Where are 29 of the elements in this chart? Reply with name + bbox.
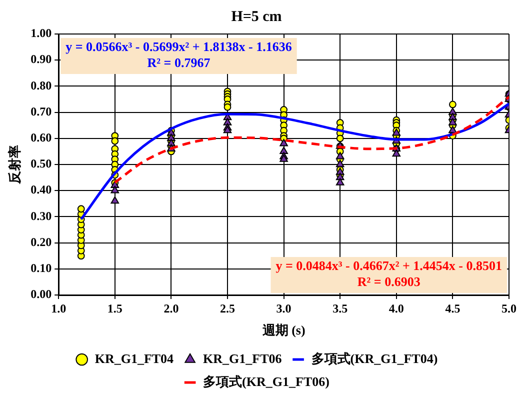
x-axis-title: 週期 (s) bbox=[261, 322, 306, 338]
x-tick-label: 5.0 bbox=[502, 301, 516, 316]
y-tick-label: 0.90 bbox=[30, 52, 52, 66]
y-tick-label: 0.60 bbox=[30, 130, 52, 144]
x-tick-label: 1.5 bbox=[107, 301, 122, 316]
y-tick-label: 1.00 bbox=[30, 26, 52, 40]
x-tick-label: 3.0 bbox=[276, 301, 292, 316]
legend-label: KR_G1_FT04 bbox=[94, 350, 174, 366]
x-tick-label: 2.5 bbox=[220, 301, 235, 316]
x-tick-label: 4.5 bbox=[445, 301, 460, 316]
annotation: y = 0.0566x³ - 0.5699x² + 1.8138x - 1.1636 R² = 0.7967 bbox=[66, 38, 292, 70]
y-tick-label: 0.40 bbox=[30, 182, 52, 197]
legend-label: 多項式(KR_G1_FT06) bbox=[203, 374, 330, 389]
y-tick-label: 0.30 bbox=[30, 208, 52, 223]
annotation: y = 0.0484x³ - 0.4667x² + 1.4454x - 0.8501 R² = 0.6903 bbox=[276, 258, 502, 289]
y-axis-title: 反射率 bbox=[7, 145, 22, 185]
y-tick-label: 0.00 bbox=[30, 287, 52, 302]
y-tick-label: 0.10 bbox=[30, 260, 52, 275]
chart-title: H=5 cm bbox=[231, 8, 282, 25]
x-tick-label: 4.0 bbox=[388, 301, 404, 316]
legend-label: KR_G1_FT06 bbox=[203, 350, 282, 366]
x-tick-label: 2.0 bbox=[164, 301, 179, 316]
y-tick-label: 0.20 bbox=[30, 234, 52, 249]
x-tick-label: 1.0 bbox=[51, 301, 66, 316]
y-tick-label: 0.80 bbox=[30, 78, 52, 92]
y-tick-label: 0.50 bbox=[30, 156, 52, 171]
x-tick-label: 3.5 bbox=[332, 301, 348, 316]
legend-label: 多項式(KR_G1_FT04) bbox=[311, 350, 438, 366]
y-tick-label: 0.70 bbox=[30, 104, 52, 118]
